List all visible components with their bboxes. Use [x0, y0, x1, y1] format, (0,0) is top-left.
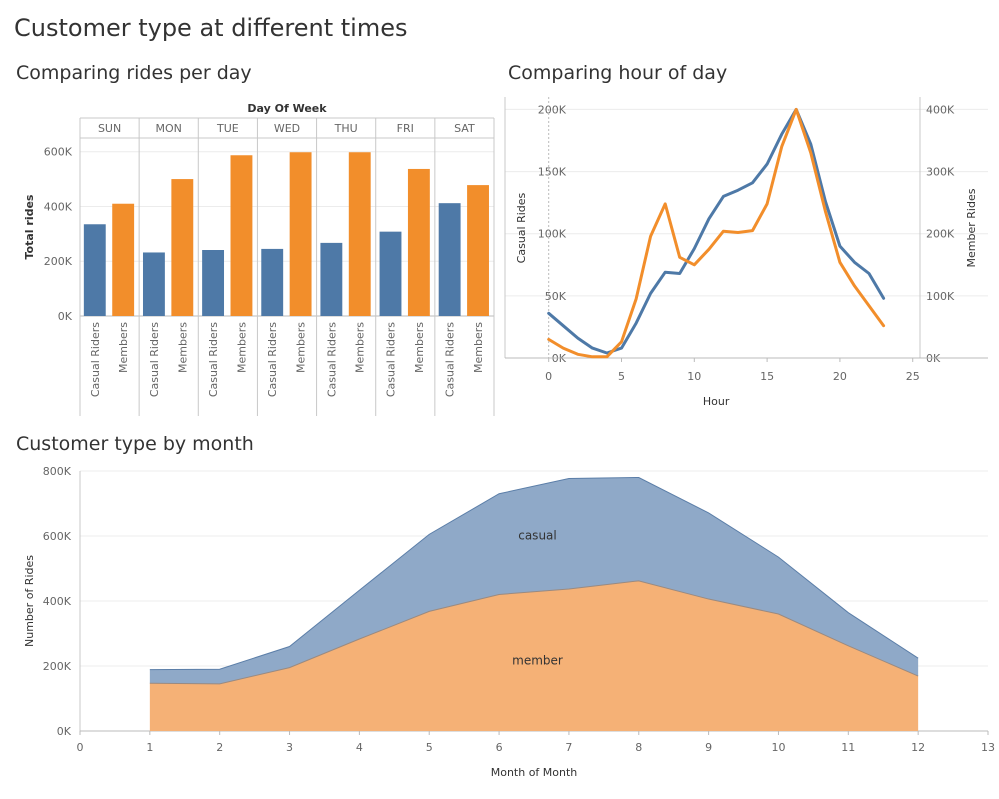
- bar-sub-label: Casual Riders: [89, 322, 102, 397]
- area-label-casual: casual: [518, 528, 557, 542]
- area-x-tick-label: 2: [216, 741, 223, 754]
- bar-day-label-wed: WED: [274, 122, 300, 135]
- area-x-tick-label: 9: [705, 741, 712, 754]
- area-y-tick-label: 600K: [43, 530, 72, 543]
- line-series-member-rides: [547, 107, 886, 359]
- area-casual: [149, 477, 919, 684]
- area-label-member: member: [512, 653, 563, 667]
- line-left-tick-label: 50K: [545, 290, 567, 303]
- bar-sub-label: Members: [176, 322, 189, 373]
- bar-y-tick-label: 0K: [58, 310, 73, 323]
- area-y-axis-label: Number of Rides: [23, 555, 36, 647]
- bar-sub-label: Casual Riders: [444, 322, 457, 397]
- area-y-tick-label: 800K: [43, 465, 72, 478]
- area-member-edge: [149, 580, 919, 685]
- line-right-axis-label: Member Rides: [965, 188, 978, 267]
- area-x-tick-label: 10: [771, 741, 785, 754]
- area-x-tick-label: 4: [356, 741, 363, 754]
- bar-fri-members: [407, 168, 430, 316]
- area-member: [149, 580, 919, 731]
- bar-tue-members: [230, 155, 253, 316]
- hour-of-day-title: Comparing hour of day: [508, 62, 728, 84]
- rides-per-day-title: Comparing rides per day: [16, 62, 252, 84]
- bar-day-label-tue: TUE: [216, 122, 239, 135]
- area-x-tick-label: 8: [635, 741, 642, 754]
- line-left-tick-label: 100K: [538, 228, 567, 241]
- area-x-tick-label: 5: [426, 741, 433, 754]
- bar-day-label-sat: SAT: [454, 122, 475, 135]
- bar-day-label-thu: THU: [334, 122, 358, 135]
- bar-sub-label: Members: [117, 322, 130, 373]
- bar-sub-label: Casual Riders: [207, 322, 220, 397]
- bar-sub-label: Members: [413, 322, 426, 373]
- bar-mon-members: [171, 179, 194, 316]
- bar-sun-casual-riders: [83, 224, 106, 316]
- area-x-tick-label: 6: [496, 741, 503, 754]
- area-casual-edge: [149, 476, 919, 671]
- bar-y-axis-label: Total rides: [23, 194, 36, 259]
- area-x-tick-label: 0: [77, 741, 84, 754]
- line-x-tick-label: 25: [906, 370, 920, 383]
- line-right-tick-label: 200K: [926, 228, 955, 241]
- bar-sub-label: Members: [295, 322, 308, 373]
- bar-tue-casual-riders: [202, 250, 225, 316]
- area-x-tick-label: 12: [911, 741, 925, 754]
- line-left-axis-label: Casual Rides: [515, 192, 528, 263]
- customer-by-month-title: Customer type by month: [16, 433, 254, 455]
- area-x-tick-label: 7: [565, 741, 572, 754]
- bar-sat-casual-riders: [438, 203, 461, 316]
- line-series-casual-rides: [547, 107, 886, 355]
- line-x-tick-label: 15: [760, 370, 774, 383]
- line-x-tick-label: 20: [833, 370, 847, 383]
- bar-wed-members: [289, 152, 312, 316]
- bar-day-label-fri: FRI: [397, 122, 414, 135]
- area-y-tick-label: 200K: [43, 660, 72, 673]
- bar-y-tick-label: 600K: [44, 146, 73, 159]
- line-x-tick-label: 10: [687, 370, 701, 383]
- bar-wed-casual-riders: [261, 248, 284, 316]
- bar-day-label-sun: SUN: [98, 122, 121, 135]
- area-x-tick-label: 3: [286, 741, 293, 754]
- line-x-tick-label: 5: [618, 370, 625, 383]
- bar-sub-label: Members: [235, 322, 248, 373]
- bar-day-label-mon: MON: [156, 122, 182, 135]
- bar-sub-label: Members: [472, 322, 485, 373]
- bar-y-tick-label: 400K: [44, 200, 73, 213]
- area-x-axis-label: Month of Month: [491, 766, 578, 779]
- line-right-tick-label: 400K: [926, 103, 955, 116]
- bar-sub-label: Casual Riders: [148, 322, 161, 397]
- bar-header-label: Day Of Week: [247, 102, 327, 115]
- area-x-tick-label: 1: [146, 741, 153, 754]
- bar-sun-members: [112, 203, 135, 316]
- bar-sub-label: Members: [354, 322, 367, 373]
- area-x-tick-label: 11: [841, 741, 855, 754]
- line-x-tick-label: 0: [545, 370, 552, 383]
- bar-sub-label: Casual Riders: [266, 322, 279, 397]
- line-x-axis-label: Hour: [703, 395, 730, 408]
- bar-sat-members: [467, 185, 489, 316]
- bar-mon-casual-riders: [142, 252, 165, 316]
- bar-thu-casual-riders: [320, 242, 343, 316]
- line-right-tick-label: 100K: [926, 290, 955, 303]
- bar-sub-label: Casual Riders: [325, 322, 338, 397]
- line-left-tick-label: 150K: [538, 166, 567, 179]
- line-left-tick-label: 200K: [538, 103, 567, 116]
- dashboard-title: Customer type at different times: [14, 14, 408, 42]
- bar-fri-casual-riders: [379, 231, 402, 316]
- area-y-tick-label: 0K: [57, 725, 72, 738]
- bar-thu-members: [348, 152, 371, 316]
- line-right-tick-label: 300K: [926, 166, 955, 179]
- area-x-tick-label: 13: [981, 741, 995, 754]
- bar-sub-label: Casual Riders: [385, 322, 398, 397]
- area-y-tick-label: 400K: [43, 595, 72, 608]
- bar-y-tick-label: 200K: [44, 255, 73, 268]
